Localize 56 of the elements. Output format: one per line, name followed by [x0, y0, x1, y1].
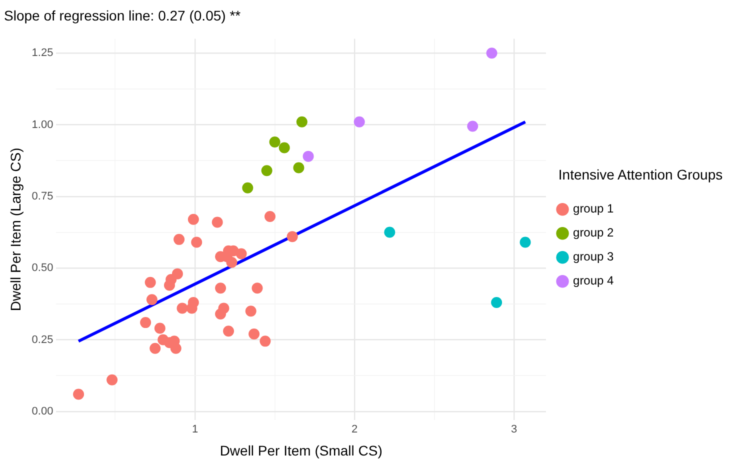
text: 0.00	[32, 405, 54, 418]
y-tick-label: 0.75	[32, 190, 54, 202]
point	[212, 216, 223, 228]
point	[172, 268, 183, 280]
point	[260, 336, 271, 347]
legend-title: Intensive Attention Groups	[558, 166, 723, 182]
point	[218, 302, 230, 314]
x-tick-label: 3	[511, 424, 518, 436]
point	[170, 342, 182, 354]
point	[140, 317, 152, 328]
x-axis-title: Dwell Per Item (Small CS)	[220, 442, 382, 458]
point	[354, 116, 365, 128]
point	[245, 306, 256, 317]
point	[467, 120, 478, 132]
y-tick-label: 0.25	[32, 334, 54, 346]
legend-label: group 1	[573, 202, 614, 216]
point	[154, 322, 166, 334]
point	[73, 388, 84, 400]
legend-label: group 3	[573, 250, 614, 264]
point	[286, 231, 298, 242]
point	[174, 234, 185, 245]
point	[176, 302, 188, 314]
point	[242, 182, 254, 194]
point	[188, 214, 199, 225]
point	[223, 326, 234, 337]
point	[264, 211, 276, 222]
point	[215, 282, 226, 294]
point	[520, 236, 531, 248]
point	[226, 256, 238, 268]
point	[486, 48, 498, 59]
point	[248, 328, 260, 340]
point	[188, 296, 199, 308]
legend-label: group 2	[573, 226, 614, 240]
point	[236, 248, 247, 260]
point	[269, 136, 280, 148]
point	[106, 374, 118, 386]
point	[278, 142, 290, 154]
x-tick-label: 2	[351, 424, 358, 436]
point	[150, 342, 161, 354]
point	[261, 165, 272, 176]
x-tick-label: 1	[192, 424, 198, 436]
legend-label: group 4	[573, 274, 614, 288]
point	[191, 236, 202, 248]
point	[384, 226, 396, 238]
point	[144, 276, 156, 288]
point	[296, 116, 308, 128]
y-axis-title: Dwell Per Item (Large CS)	[7, 148, 24, 312]
y-tick-label: 0.50	[32, 262, 54, 274]
point	[252, 282, 263, 294]
chart-title: Slope of regression line: 0.27 (0.05) **	[4, 7, 242, 24]
point	[302, 150, 314, 162]
point	[491, 296, 502, 308]
y-tick-label: 1.25	[32, 47, 54, 60]
y-tick-label: 1.00	[32, 118, 54, 131]
point	[293, 162, 304, 174]
point	[146, 294, 158, 306]
